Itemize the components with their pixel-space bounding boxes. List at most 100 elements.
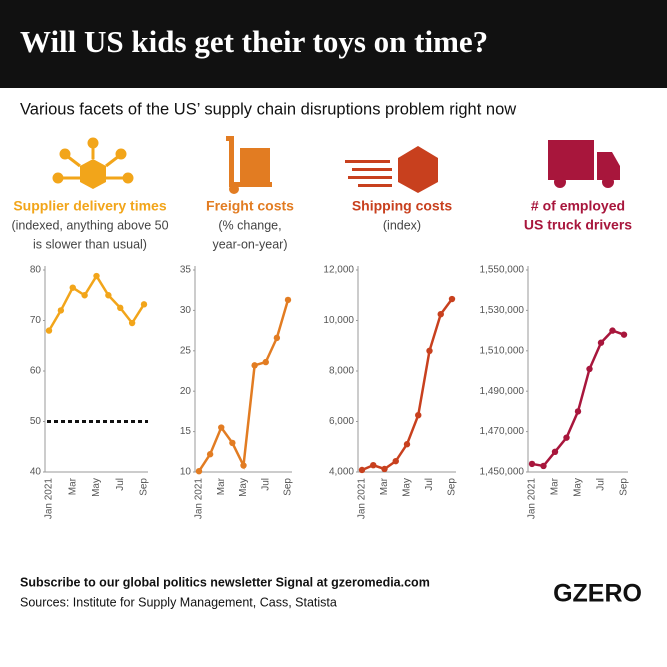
y-tick-label: 30 [180,305,192,316]
data-point [415,411,422,419]
y-tick-label: 25 [180,345,192,356]
data-point [284,296,292,304]
y-tick-label: 1,510,000 [480,345,525,356]
y-tick-label: 8,000 [329,366,354,377]
data-point [251,362,258,369]
x-tick-label: Sep [283,478,294,496]
dolly-icon [226,136,272,194]
network-icon [52,137,134,189]
x-tick-label: Jul [596,478,607,491]
logo: GZERO [553,580,642,608]
data-point [117,304,124,312]
y-tick-label: 1,450,000 [480,467,525,478]
data-line [197,299,290,472]
data-point [93,272,100,280]
y-tick-label: 60 [30,366,42,377]
x-tick-label: Jan 2021 [194,478,205,520]
data-point [81,292,88,299]
x-tick-label: Sep [139,478,150,496]
chart-title: Supplier delivery times [13,198,166,214]
title: Will US kids get their toys on time? [20,24,488,59]
data-point [403,441,411,448]
x-tick-label: Sep [619,478,630,496]
x-tick-label: Jan 2021 [357,478,368,520]
chart-title: # of employed [531,198,625,214]
x-tick-label: Mar [67,477,78,495]
subtitle: Various facets of the US’ supply chain d… [20,100,516,118]
data-point [128,319,136,327]
y-tick-label: 20 [180,386,192,397]
chart-title: Freight costs [206,198,294,214]
x-tick-label: Jan 2021 [527,478,538,520]
shipping-icon [345,146,438,193]
y-tick-label: 1,530,000 [480,305,525,316]
y-tick-label: 6,000 [329,416,354,427]
header-bar [0,0,667,88]
y-tick-label: 50 [30,416,42,427]
data-point [574,408,582,415]
data-point [392,457,399,465]
y-tick-label: 1,550,000 [480,265,525,276]
data-point [597,339,605,346]
data-point [551,448,559,455]
chart-title: Shipping costs [352,198,453,214]
data-point [586,365,593,373]
data-line [531,329,625,468]
x-tick-label: Mar [379,477,390,495]
y-tick-label: 80 [30,265,42,276]
data-point [528,460,536,468]
x-tick-label: Jan 2021 [44,478,55,520]
x-tick-label: Jul [115,478,126,491]
data-point [358,466,366,474]
data-point [69,284,76,291]
data-point [609,327,616,334]
y-tick-label: 70 [30,315,42,326]
y-tick-label: 10,000 [323,315,354,326]
data-point [57,307,65,314]
x-tick-label: May [402,478,413,497]
x-tick-label: Jul [424,478,435,491]
data-point [370,461,377,469]
data-point [563,434,570,441]
chart-subtitle: is slower than usual) [33,237,147,251]
x-tick-label: May [91,478,102,497]
data-point [448,295,456,303]
data-point [381,465,388,473]
data-point [273,334,281,342]
data-point [140,301,148,308]
data-point [437,310,444,318]
data-point [195,467,203,475]
x-tick-label: Sep [447,478,458,496]
y-tick-label: 15 [180,426,192,437]
x-tick-label: Mar [550,477,561,495]
y-tick-label: 35 [180,265,192,276]
y-tick-label: 1,470,000 [480,426,525,437]
x-tick-label: Mar [216,477,227,495]
x-tick-label: May [573,478,584,497]
data-point [218,424,225,431]
y-tick-label: 1,490,000 [480,386,525,397]
y-tick-label: 12,000 [323,265,354,276]
data-point [620,331,628,338]
chart-subtitle: (index) [383,218,421,232]
data-point [105,292,112,299]
data-point [426,347,433,354]
newsletter-cta: Subscribe to our global politics newslet… [20,575,430,589]
chart-subtitle: year-on-year) [212,237,287,251]
y-tick-label: 4,000 [329,467,354,478]
y-tick-label: 10 [180,467,192,478]
data-point [240,462,247,469]
x-tick-label: May [238,478,249,497]
sources: Sources: Institute for Supply Management… [20,595,337,609]
chart-subtitle: (indexed, anything above 50 [11,218,168,232]
chart-subtitle: (% change, [218,218,281,232]
data-point [206,451,214,458]
x-tick-label: Jul [260,478,271,491]
y-tick-label: 40 [30,467,42,478]
data-point [45,327,53,334]
data-point [229,439,236,447]
data-point [262,358,269,366]
data-point [540,462,547,470]
chart-title: US truck drivers [524,217,632,233]
